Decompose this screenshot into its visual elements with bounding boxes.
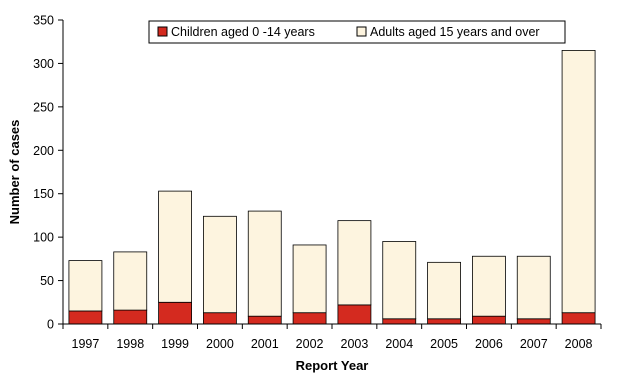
bar-segment-children [382, 318, 417, 325]
bar-segment-adults [427, 261, 461, 320]
x-tick-label: 1998 [116, 337, 144, 351]
bar-segment-children [516, 318, 551, 325]
bar-segment-children [247, 315, 282, 325]
bar-segment-children [427, 318, 461, 325]
x-tick-label: 2008 [565, 337, 593, 351]
bars-group [68, 50, 596, 325]
y-tick-label: 150 [33, 187, 54, 201]
y-tick-label: 200 [33, 144, 54, 158]
y-tick-label: 100 [33, 231, 54, 245]
x-tick-label: 2001 [251, 337, 279, 351]
bar-segment-adults [247, 210, 282, 317]
x-tick-label: 1999 [161, 337, 189, 351]
legend-swatch-children [157, 26, 168, 37]
y-tick-label: 0 [47, 318, 54, 332]
bar-segment-children [113, 309, 148, 325]
bar-segment-children [561, 312, 596, 325]
bar-segment-adults [158, 190, 192, 303]
y-tick-label: 250 [33, 100, 54, 114]
bar-segment-adults [472, 255, 506, 317]
bar-segment-adults [203, 215, 237, 314]
y-tick-label: 50 [40, 274, 54, 288]
bar-segment-adults [337, 220, 372, 306]
x-tick-label: 2006 [475, 337, 503, 351]
bar-segment-adults [113, 251, 148, 311]
y-ticks-group: 0 50 100 150 200 250 300 350 [33, 14, 63, 332]
bar-segment-children [203, 312, 237, 325]
bar-segment-adults [516, 255, 551, 320]
legend: Children aged 0 -14 years Adults aged 15… [148, 20, 566, 44]
bar-segment-children [158, 301, 192, 325]
legend-swatch-adults [356, 26, 367, 37]
legend-label-adults: Adults aged 15 years and over [370, 25, 540, 39]
bar-segment-children [472, 315, 506, 325]
x-tick-label: 2000 [206, 337, 234, 351]
x-tick-label: 2005 [430, 337, 458, 351]
bar-segment-children [292, 312, 327, 325]
x-tick-label: 2003 [341, 337, 369, 351]
y-axis-title: Number of cases [7, 120, 22, 225]
x-tick-label: 1997 [72, 337, 100, 351]
y-tick-label: 350 [33, 14, 54, 28]
bar-segment-adults [292, 244, 327, 314]
x-tick-label: 2007 [520, 337, 548, 351]
x-tick-label: 2004 [385, 337, 413, 351]
legend-label-children: Children aged 0 -14 years [171, 25, 315, 39]
x-ticks-group: 1997 1998 1999 2000 2001 2002 2003 2004 2005 2006… [62, 324, 602, 351]
bar-segment-adults [68, 260, 103, 312]
bar-segment-adults [561, 50, 596, 314]
x-tick-label: 2002 [296, 337, 324, 351]
bar-segment-children [68, 310, 103, 325]
x-axis-title: Report Year [296, 358, 369, 373]
bar-segment-adults [382, 241, 417, 320]
bar-segment-children [337, 304, 372, 325]
y-tick-label: 300 [33, 57, 54, 71]
